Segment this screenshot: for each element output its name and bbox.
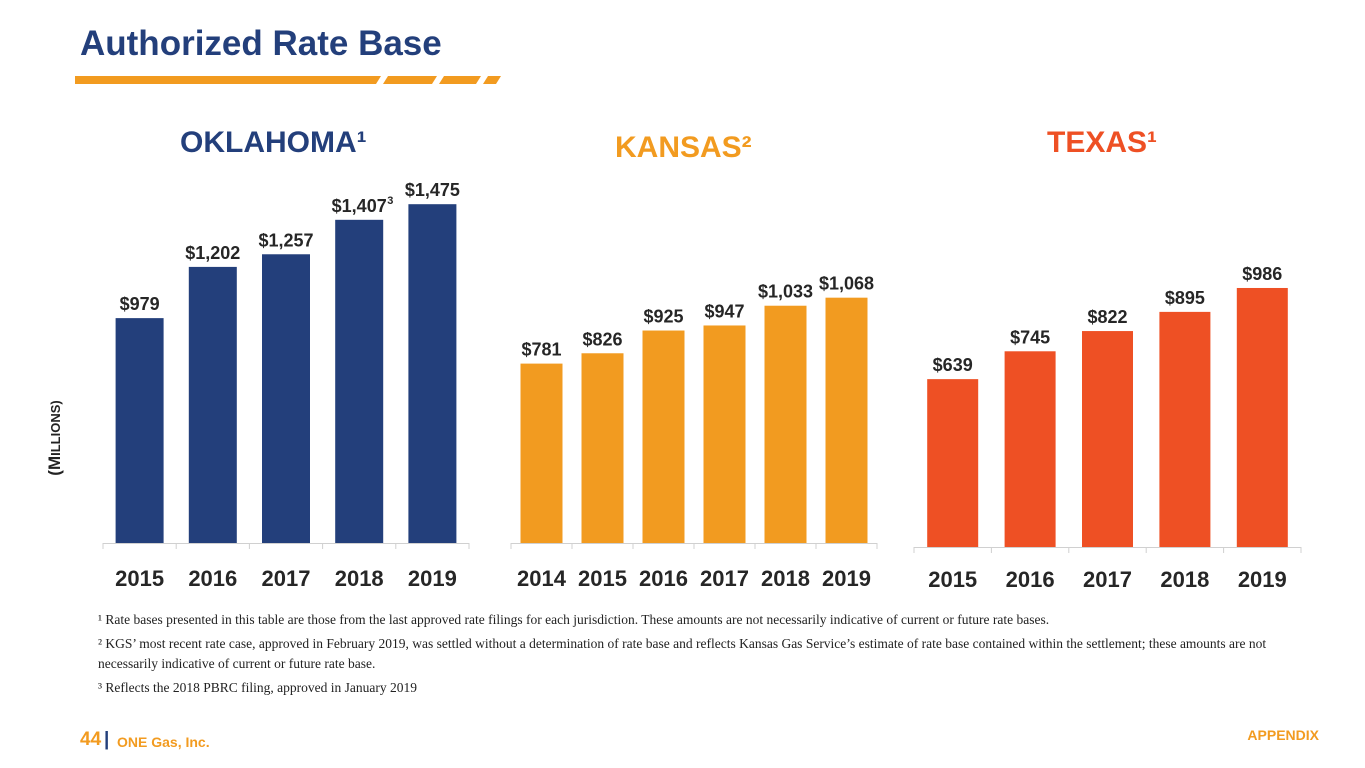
- kansas-chart: $781 2014 $826 2015 $925 2016 $947 2017 $1,033 20…: [510, 274, 878, 591]
- page-number: 44: [80, 729, 102, 750]
- kansas-bar-2019: [825, 297, 868, 543]
- kansas-value-label-2015: $826: [582, 329, 622, 349]
- texas-value-label-2015: $639: [933, 355, 973, 375]
- oklahoma-footnote-marker: 3: [387, 195, 393, 207]
- footnote-3: ³ Reflects the 2018 PBRC filing, approve…: [98, 680, 418, 695]
- oklahoma-tick-label-2019: 2019: [408, 566, 457, 591]
- oklahoma-bar-2017: [262, 254, 310, 544]
- oklahoma-tick-label-2017: 2017: [262, 566, 311, 591]
- texas-tick-label-2017: 2017: [1083, 567, 1132, 592]
- oklahoma-chart: $979 2015 $1,202 2016 $1,257 2017 $1,407 3 2018 $…: [102, 180, 470, 591]
- kansas-value-label-2016: $925: [643, 307, 683, 327]
- kansas-tick-label-2017: 2017: [700, 566, 749, 591]
- texas-value-label-2018: $895: [1165, 288, 1205, 308]
- oklahoma-bar-2018: [335, 219, 384, 543]
- kansas-chart-title: KANSAS²: [615, 131, 752, 164]
- kansas-tick-label-2014: 2014: [517, 566, 567, 591]
- footer-separator: |: [104, 729, 110, 750]
- oklahoma-tick-label-2016: 2016: [188, 566, 237, 591]
- oklahoma-bar-2015: [115, 318, 164, 543]
- kansas-bar-2016: [642, 330, 685, 543]
- oklahoma-value-label-2017: $1,257: [258, 230, 313, 250]
- oklahoma-chart-title: OKLAHOMA¹: [180, 126, 367, 159]
- texas-bar-2015: [927, 379, 979, 547]
- texas-tick-label-2016: 2016: [1006, 567, 1055, 592]
- kansas-bar-2014: [520, 363, 563, 543]
- texas-tick-label-2018: 2018: [1160, 567, 1209, 592]
- kansas-value-label-2019: $1,068: [819, 274, 874, 294]
- kansas-tick-label-2019: 2019: [822, 566, 871, 591]
- oklahoma-value-label-2015: $979: [120, 294, 160, 314]
- texas-value-label-2016: $745: [1010, 327, 1050, 347]
- texas-bar-2019: [1236, 287, 1288, 547]
- company-name: ONE Gas, Inc.: [117, 734, 210, 750]
- kansas-value-label-2017: $947: [704, 301, 744, 321]
- kansas-bar-2017: [703, 325, 746, 543]
- kansas-value-label-2014: $781: [521, 340, 561, 360]
- texas-value-label-2019: $986: [1242, 264, 1282, 284]
- kansas-tick-label-2016: 2016: [639, 566, 688, 591]
- texas-chart-title: TEXAS¹: [1047, 126, 1158, 159]
- kansas-tick-label-2018: 2018: [761, 566, 810, 591]
- texas-value-label-2017: $822: [1087, 307, 1127, 327]
- texas-tick-label-2015: 2015: [928, 567, 977, 592]
- texas-tick-label-2019: 2019: [1238, 567, 1287, 592]
- texas-chart: $639 2015 $745 2016 $822 2017 $895 2018 $986 2019: [913, 264, 1302, 592]
- texas-bar-2016: [1004, 351, 1056, 547]
- kansas-tick-label-2015: 2015: [578, 566, 627, 591]
- texas-bar-2017: [1082, 331, 1133, 547]
- oklahoma-tick-label-2018: 2018: [335, 566, 384, 591]
- oklahoma-bar-2019: [408, 204, 457, 543]
- oklahoma-bar-2016: [188, 266, 237, 543]
- oklahoma-value-label-2019: $1,475: [405, 180, 460, 200]
- texas-bar-2018: [1159, 311, 1211, 547]
- page-title: Authorized Rate Base: [80, 24, 442, 63]
- kansas-value-label-2018: $1,033: [758, 282, 813, 302]
- title-underline: [75, 76, 501, 84]
- oklahoma-value-label-2016: $1,202: [185, 243, 240, 263]
- oklahoma-value-label-2018: $1,407: [332, 196, 387, 216]
- footnote-2: ² KGS’ most recent rate case, approved i…: [98, 636, 1267, 671]
- kansas-bar-2018: [764, 305, 807, 543]
- kansas-bar-2015: [581, 353, 624, 543]
- oklahoma-tick-label-2015: 2015: [115, 566, 164, 591]
- section-label: APPENDIX: [1247, 727, 1319, 743]
- footnote-1: ¹ Rate bases presented in this table are…: [98, 612, 1050, 627]
